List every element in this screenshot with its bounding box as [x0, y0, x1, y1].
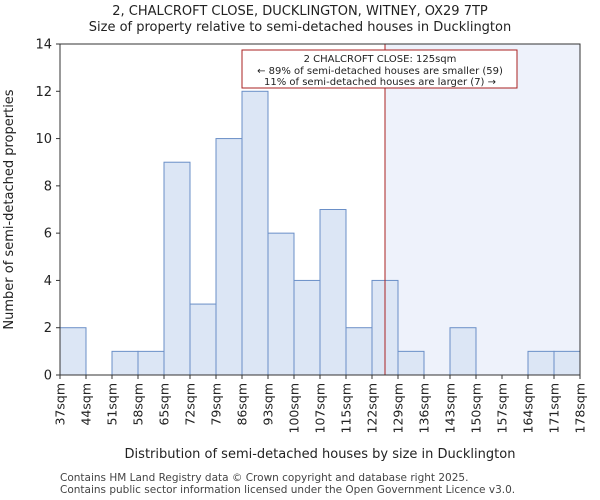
annotation-line-3: 11% of semi-detached houses are larger (…	[264, 77, 496, 88]
y-tick-label: 12	[35, 85, 52, 100]
bar-51sqm	[111, 350, 139, 376]
x-tick-label: 122sqm	[365, 383, 380, 433]
bar-171sqm	[553, 350, 581, 376]
x-tick-label: 115sqm	[339, 383, 354, 433]
bar-115sqm	[345, 327, 373, 376]
bar-65sqm	[163, 161, 191, 376]
x-tick-label: 107sqm	[313, 383, 328, 433]
x-tick-label: 37sqm	[53, 383, 68, 426]
x-tick-label: 100sqm	[287, 383, 302, 433]
x-tick-label: 51sqm	[105, 383, 120, 426]
bar-100sqm	[293, 279, 321, 376]
bar-129sqm	[397, 350, 425, 376]
bar-93sqm	[267, 232, 295, 376]
x-tick-label: 157sqm	[495, 383, 510, 433]
x-tick-label: 164sqm	[521, 383, 536, 433]
histogram-chart: 0 2 4 6 8 10 12 14 37sqm 44sqm 51sqm 58sqm 65sqm 72s…	[2, 38, 588, 463]
y-axis-label: Number of semi-detached properties	[2, 89, 17, 329]
y-tick-label: 10	[35, 132, 52, 147]
bar-164sqm	[527, 350, 555, 376]
chart-subtitle: Size of property relative to semi-detach…	[88, 20, 512, 35]
y-tick-label: 4	[44, 274, 52, 289]
x-tick-label: 129sqm	[391, 383, 406, 433]
annotation-line-1: 2 CHALCROFT CLOSE: 125sqm	[304, 54, 457, 65]
x-tick-label: 58sqm	[131, 383, 146, 426]
bar-72sqm	[189, 303, 217, 376]
footer-licence: Contains public sector information licen…	[60, 484, 516, 496]
x-tick-label: 143sqm	[443, 383, 458, 433]
y-tick-label: 2	[44, 321, 52, 336]
y-tick-label: 6	[44, 227, 52, 242]
x-tick-label: 65sqm	[157, 383, 172, 426]
x-tick-label: 178sqm	[573, 383, 588, 433]
x-tick-label: 93sqm	[261, 383, 276, 426]
x-tick-label: 136sqm	[417, 383, 432, 433]
x-tick-label: 72sqm	[183, 383, 198, 426]
x-axis-label: Distribution of semi-detached houses by …	[125, 447, 516, 462]
annotation-box: 2 CHALCROFT CLOSE: 125sqm ← 89% of semi-…	[241, 49, 518, 89]
bar-79sqm	[215, 138, 243, 376]
x-tick-label: 171sqm	[547, 383, 562, 433]
bar-86sqm	[241, 90, 269, 376]
chart-title: 2, CHALCROFT CLOSE, DUCKLINGTON, WITNEY,…	[112, 4, 488, 19]
larger-region-highlight	[385, 44, 580, 375]
bar-107sqm	[319, 209, 347, 376]
x-tick-label: 86sqm	[235, 383, 250, 426]
y-tick-label: 0	[44, 369, 52, 384]
x-tick-label: 150sqm	[469, 383, 484, 433]
bar-143sqm	[449, 327, 477, 376]
y-tick-label: 14	[35, 38, 52, 53]
annotation-line-2: ← 89% of semi-detached houses are smalle…	[257, 66, 503, 77]
x-tick-label: 44sqm	[79, 383, 94, 426]
footer-copyright: Contains HM Land Registry data © Crown c…	[60, 472, 469, 484]
y-tick-label: 8	[44, 179, 52, 194]
x-tick-label: 79sqm	[209, 383, 224, 426]
bar-37sqm	[59, 327, 87, 376]
bar-58sqm	[137, 350, 165, 376]
